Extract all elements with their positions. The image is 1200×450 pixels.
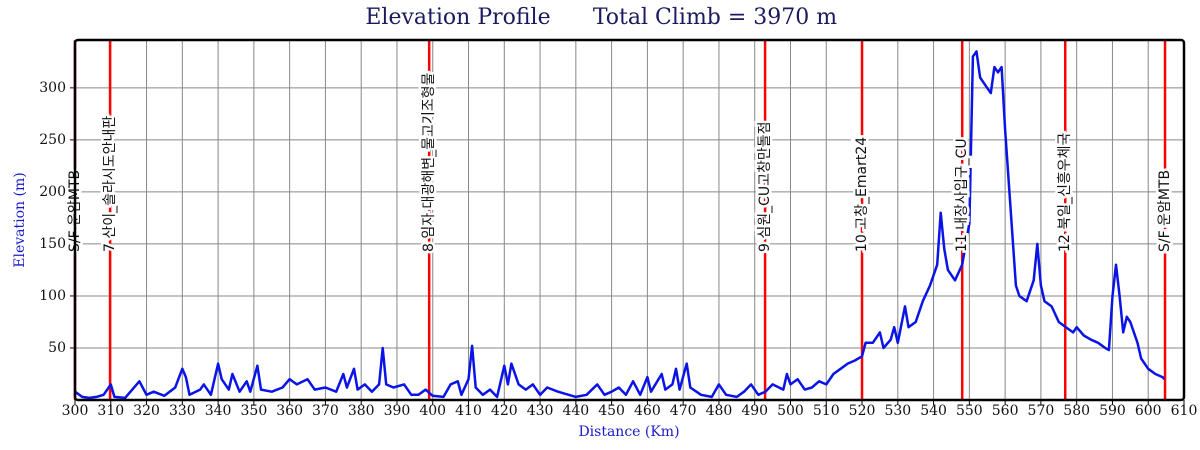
x-tick-label: 370 — [312, 403, 339, 419]
x-tick-label: 530 — [884, 403, 911, 419]
chart-subtitle: Total Climb = 3970 m — [593, 5, 837, 30]
y-tick-label: 250 — [39, 132, 66, 148]
x-tick-label: 340 — [205, 403, 232, 419]
x-tick-label: 400 — [419, 403, 446, 419]
chart-title: Elevation Profile — [365, 5, 550, 30]
x-tick-label: 560 — [992, 403, 1019, 419]
x-tick-label: 490 — [741, 403, 768, 419]
x-tick-label: 320 — [133, 403, 160, 419]
x-tick-label: 540 — [920, 403, 947, 419]
x-tick-label: 300 — [62, 403, 89, 419]
y-axis-label: Elevation (m) — [12, 172, 28, 267]
x-tick-label: 410 — [455, 403, 482, 419]
plot-area — [75, 40, 1184, 400]
waypoint-label: 12 북일_신흥우체국 — [1057, 132, 1073, 252]
x-tick-label: 360 — [276, 403, 303, 419]
waypoint-label: 8 임자 대광해변_물고기조형물 — [421, 73, 437, 252]
waypoint-label: 9 심원_CU고창만돌점 — [757, 121, 773, 252]
x-tick-label: 310 — [97, 403, 124, 419]
x-tick-label: 480 — [706, 403, 733, 419]
x-tick-label: 510 — [813, 403, 840, 419]
x-tick-label: 440 — [562, 403, 589, 419]
y-tick-label: 300 — [39, 80, 66, 96]
x-tick-label: 550 — [956, 403, 983, 419]
x-tick-label: 610 — [1171, 403, 1198, 419]
x-tick-label: 380 — [348, 403, 375, 419]
x-tick-label: 590 — [1099, 403, 1126, 419]
y-tick-label: 100 — [39, 288, 66, 304]
waypoint-label: 11 내장사입구_CU — [954, 138, 970, 252]
x-tick-label: 460 — [634, 403, 661, 419]
x-tick-label: 570 — [1028, 403, 1055, 419]
x-tick-label: 470 — [670, 403, 697, 419]
x-tick-label: 600 — [1135, 403, 1162, 419]
waypoint-label: S/F 운암MTB — [1157, 170, 1173, 252]
y-tick-label: 50 — [48, 340, 66, 356]
x-tick-label: 420 — [491, 403, 518, 419]
y-tick-label: 200 — [39, 184, 66, 200]
y-tick-label: 150 — [39, 236, 66, 252]
plot-frame — [73, 38, 1186, 402]
x-tick-label: 330 — [169, 403, 196, 419]
x-tick-label: 520 — [849, 403, 876, 419]
x-tick-label: 390 — [384, 403, 411, 419]
x-tick-label: 500 — [777, 403, 804, 419]
x-tick-label: 450 — [598, 403, 625, 419]
x-axis-label: Distance (Km) — [578, 424, 679, 440]
x-tick-label: 580 — [1063, 403, 1090, 419]
x-tick-label: 430 — [527, 403, 554, 419]
waypoint-label: 7 산이_솔라시도안내판 — [102, 116, 118, 252]
elevation-line — [74, 50, 1166, 400]
x-tick-label: 350 — [241, 403, 268, 419]
waypoint-label: 10 고창_Emart24 — [854, 137, 870, 252]
